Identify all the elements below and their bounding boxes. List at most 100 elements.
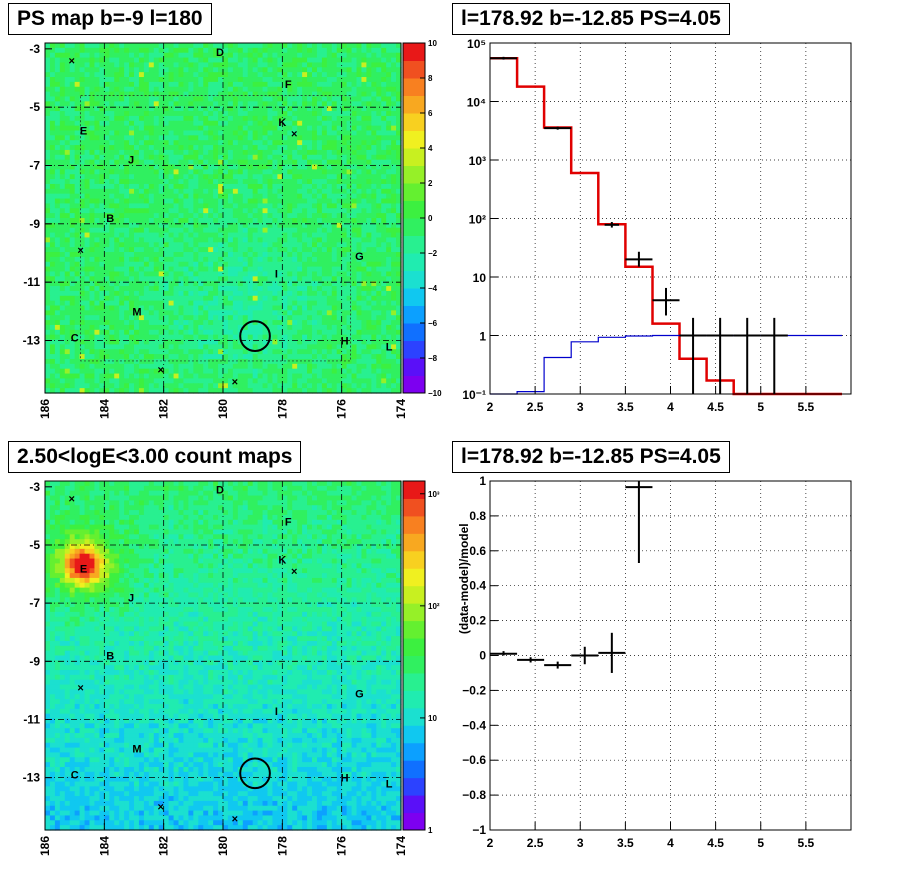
- map-cell: [346, 242, 353, 248]
- map-cell: [242, 252, 249, 258]
- map-cell: [143, 266, 150, 273]
- map-cell: [267, 52, 274, 59]
- map-cell: [292, 193, 298, 200]
- map-cell: [119, 315, 125, 321]
- map-cell: [134, 67, 140, 73]
- map-cell: [277, 310, 283, 316]
- map-cell: [326, 72, 333, 78]
- map-cell: [173, 91, 180, 98]
- map-cell: [227, 252, 234, 258]
- map-cell: [242, 140, 249, 146]
- map-cell: [356, 154, 363, 161]
- map-cell: [178, 43, 185, 49]
- map-cell: [99, 188, 105, 195]
- map-cell: [74, 329, 81, 336]
- map-cell: [341, 183, 348, 190]
- map-cell: [114, 81, 120, 88]
- map-cell: [267, 373, 274, 380]
- map-cell: [178, 334, 185, 341]
- map-cell: [218, 329, 224, 336]
- map-cell: [188, 339, 194, 345]
- map-cell: [129, 305, 135, 311]
- map-cell: [134, 72, 140, 78]
- map-cell: [267, 203, 274, 209]
- map-cell: [158, 290, 165, 297]
- map-cell: [158, 159, 165, 166]
- map-cell: [134, 125, 140, 132]
- map-cell: [277, 159, 283, 166]
- map-cell: [158, 145, 165, 151]
- map-cell: [173, 266, 180, 273]
- map-cell: [143, 315, 150, 321]
- map-cell: [366, 77, 372, 83]
- map-cell: [89, 256, 96, 263]
- map-cell: [104, 149, 110, 156]
- map-cell: [287, 120, 293, 127]
- map-cell: [321, 67, 328, 73]
- map-cell: [158, 183, 165, 190]
- map-cell: [119, 91, 125, 98]
- map-cell: [302, 252, 308, 258]
- map-cell: [252, 130, 259, 136]
- map-cell: [198, 261, 204, 268]
- map-cell: [188, 363, 194, 370]
- map-cell: [79, 208, 86, 214]
- map-cell: [99, 305, 105, 311]
- map-cell: [94, 183, 100, 190]
- map-cell: [74, 349, 81, 355]
- map-cell: [237, 47, 244, 54]
- map-cell: [84, 344, 91, 350]
- map-cell: [124, 154, 130, 161]
- map-cell: [326, 179, 333, 185]
- map-cell: [242, 218, 249, 224]
- map-cell: [356, 174, 363, 180]
- map-cell: [326, 120, 333, 127]
- map-cell: [312, 222, 318, 229]
- map-cell: [272, 295, 278, 302]
- map-cell: [247, 106, 254, 112]
- map-cell: [109, 358, 115, 365]
- map-cell: [371, 286, 377, 292]
- map-cell: [252, 149, 259, 156]
- map-cell: [213, 242, 219, 248]
- map-cell: [361, 96, 367, 102]
- map-cell: [64, 57, 71, 64]
- map-cell: [218, 227, 224, 234]
- map-cell: [129, 290, 135, 297]
- map-cell: [69, 286, 76, 292]
- map-cell: [124, 320, 130, 326]
- map-cell: [396, 266, 402, 273]
- map-cell: [326, 334, 333, 341]
- map-cell: [336, 47, 343, 54]
- map-cell: [257, 305, 264, 311]
- map-cell: [371, 300, 377, 307]
- map-cell: [356, 77, 363, 83]
- map-cell: [331, 300, 338, 307]
- map-cell: [129, 354, 135, 360]
- map-cell: [54, 169, 61, 175]
- map-cell: [381, 339, 387, 345]
- map-cell: [292, 373, 298, 380]
- map-cell: [143, 96, 150, 102]
- map-cell: [188, 179, 194, 185]
- map-cell: [109, 67, 115, 73]
- map-cell: [59, 111, 66, 117]
- map-cell: [124, 368, 130, 375]
- map-cell: [277, 290, 283, 297]
- map-cell: [242, 300, 249, 307]
- map-cell: [158, 203, 165, 209]
- map-cell: [361, 86, 367, 93]
- map-cell: [376, 320, 382, 326]
- map-cell: [247, 218, 254, 224]
- map-cell: [307, 72, 313, 78]
- map-cell: [119, 135, 125, 141]
- map-cell: [321, 315, 328, 321]
- map-cell: [247, 305, 254, 311]
- map-cell: [183, 111, 189, 117]
- map-cell: [312, 271, 318, 277]
- map-cell: [109, 378, 115, 384]
- map-cell: [277, 140, 283, 146]
- map-cell: [381, 208, 387, 214]
- map-cell: [84, 111, 91, 117]
- map-cell: [89, 329, 96, 336]
